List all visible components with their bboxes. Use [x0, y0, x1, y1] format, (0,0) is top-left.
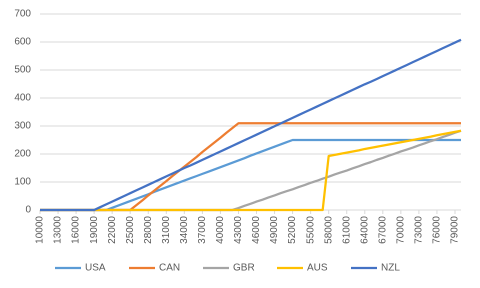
- y-tick-label: 200: [14, 149, 31, 160]
- x-tick-label: 64000: [359, 216, 370, 244]
- y-tick-label: 700: [14, 9, 31, 20]
- x-tick-label: 10000: [35, 216, 46, 244]
- x-tick-label: 22000: [107, 216, 118, 244]
- x-tick-label: 43000: [233, 216, 244, 244]
- series-line: [40, 122, 461, 212]
- y-tick-label: 500: [14, 65, 31, 76]
- x-tick-label: 34000: [179, 216, 190, 244]
- legend-label: AUS: [307, 263, 328, 274]
- y-tick-label: 600: [14, 37, 31, 48]
- x-tick-label: 19000: [89, 216, 100, 244]
- x-tick-label: 49000: [269, 216, 280, 244]
- y-tick-label: 400: [14, 93, 31, 104]
- x-tick-label: 55000: [305, 216, 316, 244]
- legend-label: GBR: [233, 263, 255, 274]
- legend-label: CAN: [159, 263, 180, 274]
- legend-label: NZL: [381, 263, 400, 274]
- x-tick-label: 52000: [287, 216, 298, 244]
- x-tick-label: 46000: [251, 216, 262, 244]
- x-tick-label: 73000: [414, 216, 425, 244]
- x-tick-label: 25000: [125, 216, 136, 244]
- y-tick-label: 300: [14, 121, 31, 132]
- x-tick-label: 70000: [395, 216, 406, 244]
- x-tick-label: 13000: [53, 216, 64, 244]
- x-tick-label: 67000: [377, 216, 388, 244]
- x-tick-label: 16000: [71, 216, 82, 244]
- x-tick-label: 40000: [215, 216, 226, 244]
- x-tick-label: 61000: [341, 216, 352, 244]
- x-tick-label: 37000: [197, 216, 208, 244]
- series-line: [40, 129, 462, 212]
- x-tick-label: 58000: [323, 216, 334, 244]
- x-tick-label: 31000: [161, 216, 172, 244]
- series-line: [40, 138, 461, 212]
- legend-label: USA: [85, 263, 106, 274]
- y-tick-label: 0: [25, 205, 31, 216]
- x-tick-label: 76000: [432, 216, 443, 244]
- x-tick-label: 79000: [450, 216, 461, 244]
- x-tick-label: 28000: [143, 216, 154, 244]
- series-line: [40, 38, 462, 212]
- y-tick-label: 100: [14, 177, 31, 188]
